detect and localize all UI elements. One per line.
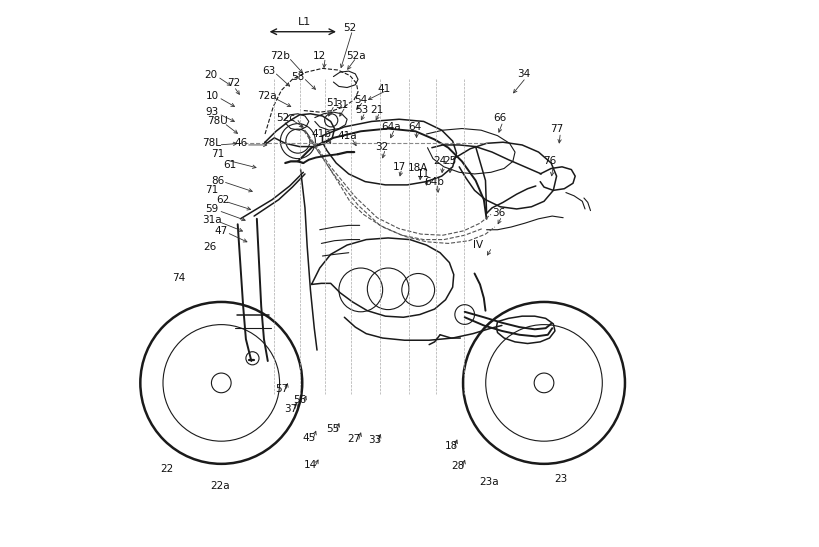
Text: 47: 47: [215, 226, 228, 236]
Text: 58: 58: [291, 72, 304, 82]
Text: 20: 20: [204, 71, 217, 80]
Text: 63: 63: [262, 66, 275, 76]
Text: 93: 93: [205, 107, 219, 117]
Text: 37: 37: [283, 404, 297, 414]
Text: 17: 17: [392, 162, 405, 172]
Text: 34: 34: [517, 69, 530, 79]
Text: 26: 26: [203, 242, 217, 252]
Text: 71: 71: [210, 149, 224, 159]
Text: 41: 41: [377, 84, 390, 94]
Text: 64a: 64a: [381, 122, 400, 132]
Text: 31: 31: [335, 100, 348, 110]
Text: 18A: 18A: [408, 164, 428, 173]
Text: 52: 52: [343, 24, 356, 33]
Text: 52c: 52c: [275, 113, 294, 123]
Text: 22a: 22a: [210, 481, 229, 491]
Text: 72a: 72a: [256, 91, 276, 101]
Text: 57: 57: [274, 385, 287, 394]
Text: 21: 21: [370, 106, 383, 115]
Text: 28: 28: [451, 461, 464, 471]
Text: IV: IV: [473, 240, 483, 250]
Text: 51: 51: [325, 98, 338, 108]
Text: 72: 72: [227, 78, 240, 88]
Text: 71: 71: [205, 185, 219, 195]
Text: 24: 24: [433, 156, 446, 166]
Text: 74: 74: [172, 273, 186, 283]
Text: 78L: 78L: [202, 138, 221, 148]
Text: 54: 54: [354, 95, 367, 104]
Text: 41b: 41b: [311, 129, 331, 139]
Text: 55: 55: [325, 424, 338, 434]
Text: 77: 77: [550, 124, 563, 133]
Text: 41a: 41a: [337, 131, 356, 141]
Text: 53: 53: [355, 106, 368, 115]
Text: 64b: 64b: [424, 177, 444, 187]
Text: 12: 12: [313, 51, 326, 61]
Text: L1: L1: [298, 17, 311, 27]
Text: 25: 25: [442, 156, 455, 166]
Text: 27: 27: [347, 434, 360, 444]
Text: 78U: 78U: [207, 117, 228, 126]
Text: 64: 64: [407, 122, 420, 132]
Text: 23: 23: [553, 474, 567, 484]
Text: 66: 66: [493, 113, 506, 123]
Text: 10: 10: [206, 91, 219, 101]
Text: 56: 56: [292, 395, 305, 405]
Text: 86: 86: [210, 176, 224, 185]
Text: 32: 32: [374, 142, 387, 152]
Text: 62: 62: [216, 195, 229, 205]
Text: 76: 76: [542, 156, 555, 166]
Text: 22: 22: [160, 464, 173, 474]
Text: 33: 33: [368, 435, 381, 445]
Text: 11: 11: [417, 169, 430, 179]
Text: 18: 18: [444, 441, 457, 451]
Text: 72b: 72b: [269, 51, 289, 61]
Text: 23a: 23a: [479, 478, 499, 487]
Text: 46: 46: [234, 138, 248, 148]
Text: 31a: 31a: [202, 215, 221, 225]
Text: 45: 45: [302, 433, 315, 443]
Text: 61: 61: [223, 160, 236, 170]
Text: 52a: 52a: [346, 51, 366, 61]
Text: 36: 36: [491, 208, 505, 218]
Text: 14: 14: [304, 460, 317, 470]
Text: 59: 59: [205, 204, 219, 214]
